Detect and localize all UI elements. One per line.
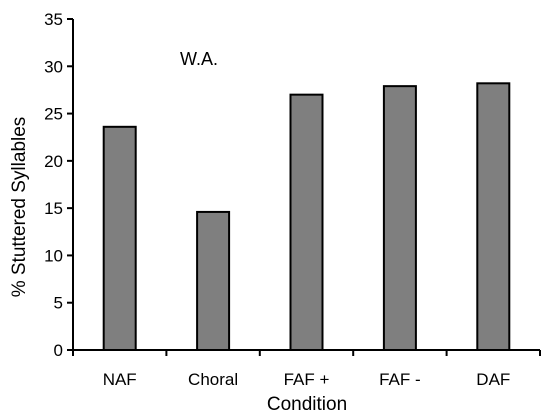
x-tick-label: NAF <box>103 370 137 389</box>
bar-faf <box>382 85 417 351</box>
bar-choral <box>196 210 231 351</box>
y-axis-title: % Stuttered Syllables <box>9 117 30 298</box>
x-tick-label: FAF - <box>379 370 421 389</box>
bar-naf <box>102 125 137 351</box>
y-tick-label: 10 <box>44 246 63 265</box>
x-axis-title: Condition <box>267 394 347 415</box>
y-tick-label: 15 <box>44 199 63 218</box>
bar-daf <box>476 82 511 352</box>
y-tick-label: 25 <box>44 105 63 124</box>
y-tick-label: 0 <box>54 341 63 360</box>
y-tick-label: 5 <box>54 294 63 313</box>
x-tick-label: DAF <box>476 370 510 389</box>
x-tick-label: Choral <box>188 370 238 389</box>
bars-group <box>102 82 511 352</box>
x-tick-label: FAF + <box>284 370 330 389</box>
y-tick-label: 30 <box>44 57 63 76</box>
y-tick-label: 20 <box>44 152 63 171</box>
chart-annotation: W.A. <box>180 49 218 69</box>
y-axis: 0 5 10 15 20 25 30 35 <box>44 10 74 360</box>
bar-faf <box>289 93 324 351</box>
x-axis: NAF Choral FAF + FAF - DAF <box>72 349 541 389</box>
y-tick-label: 35 <box>44 10 63 29</box>
